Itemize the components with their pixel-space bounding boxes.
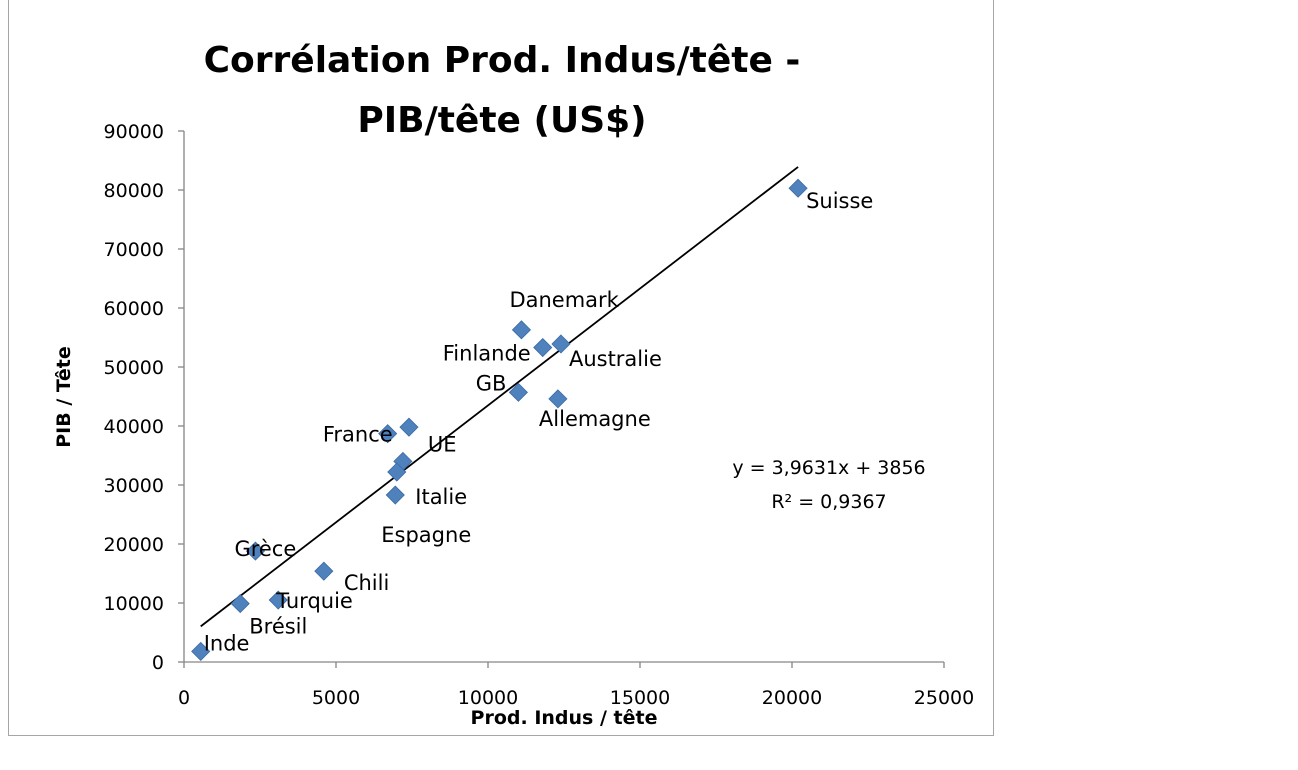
x-tick-label: 10000 (458, 687, 518, 709)
chart-title-line-1: Corrélation Prod. Indus/tête - (204, 40, 801, 81)
data-point-brésil (230, 594, 250, 614)
y-tick-label: 30000 (104, 475, 164, 497)
data-point-gb (508, 382, 528, 402)
point-label-france: France (323, 423, 393, 447)
point-label-grèce: Grèce (234, 537, 296, 561)
data-point (399, 417, 419, 437)
points-group (191, 178, 808, 661)
data-point-finlande (533, 337, 553, 358)
trendline-equation: y = 3,9631x + 3856 (732, 457, 925, 479)
data-point-turquie (268, 590, 288, 610)
point-label-allemagne: Allemagne (539, 407, 651, 431)
y-tick-label: 80000 (104, 180, 164, 202)
chart-title: Corrélation Prod. Indus/tête - PIB/tête … (204, 40, 801, 141)
y-tick-label: 0 (152, 652, 164, 674)
y-tick-label: 60000 (104, 298, 164, 320)
axes: 0100002000030000400005000060000700008000… (104, 121, 975, 709)
data-point-italie (385, 485, 405, 505)
trendline (200, 166, 799, 628)
point-label-inde: Inde (204, 631, 250, 655)
y-axis-title: PIB / Tête (53, 346, 75, 448)
data-point-inde (191, 641, 211, 661)
data-point-suisse (788, 178, 808, 198)
x-axis-title: Prod. Indus / tête (471, 707, 658, 729)
data-point-grèce (245, 541, 266, 561)
point-label-finlande: Finlande (443, 342, 531, 366)
data-point-australie (551, 334, 571, 354)
point-label-espagne: Espagne (381, 523, 471, 547)
x-tick-label: 20000 (762, 687, 822, 709)
data-point-danemark (511, 320, 532, 340)
point-labels-group: Suisse Danemark Finlande Australie GB Allemag… (204, 189, 874, 655)
y-tick-label: 70000 (104, 239, 164, 261)
data-point-allemagne (548, 389, 568, 409)
data-point-france (378, 424, 398, 444)
y-tick-label: 50000 (104, 357, 164, 379)
x-tick-label: 25000 (914, 687, 974, 709)
trendline-r-squared: R² = 0,9367 (771, 491, 886, 513)
point-label-suisse: Suisse (806, 189, 873, 213)
x-tick-label: 0 (178, 687, 190, 709)
chart-frame (8, 0, 994, 736)
point-label-gb: GB (476, 371, 507, 395)
y-tick-label: 40000 (104, 416, 164, 438)
point-label-italie: Italie (415, 485, 467, 509)
point-label-australie: Australie (569, 347, 662, 371)
point-label-chili: Chili (344, 571, 389, 595)
x-tick-label: 15000 (610, 687, 670, 709)
data-point (387, 462, 407, 482)
trendline-group (200, 166, 799, 628)
point-label-danemark: Danemark (509, 288, 619, 312)
x-tick-label: 5000 (312, 687, 360, 709)
y-tick-label: 10000 (104, 593, 164, 615)
point-label-ue: UE (428, 432, 457, 456)
y-tick-label: 20000 (104, 534, 164, 556)
point-label-brésil: Brésil (249, 615, 307, 639)
point-label-turquie: Turquie (275, 589, 353, 613)
data-point-chili (314, 561, 334, 581)
chart-title-line-2: PIB/tête (US$) (357, 100, 646, 141)
y-tick-label: 90000 (104, 121, 164, 143)
